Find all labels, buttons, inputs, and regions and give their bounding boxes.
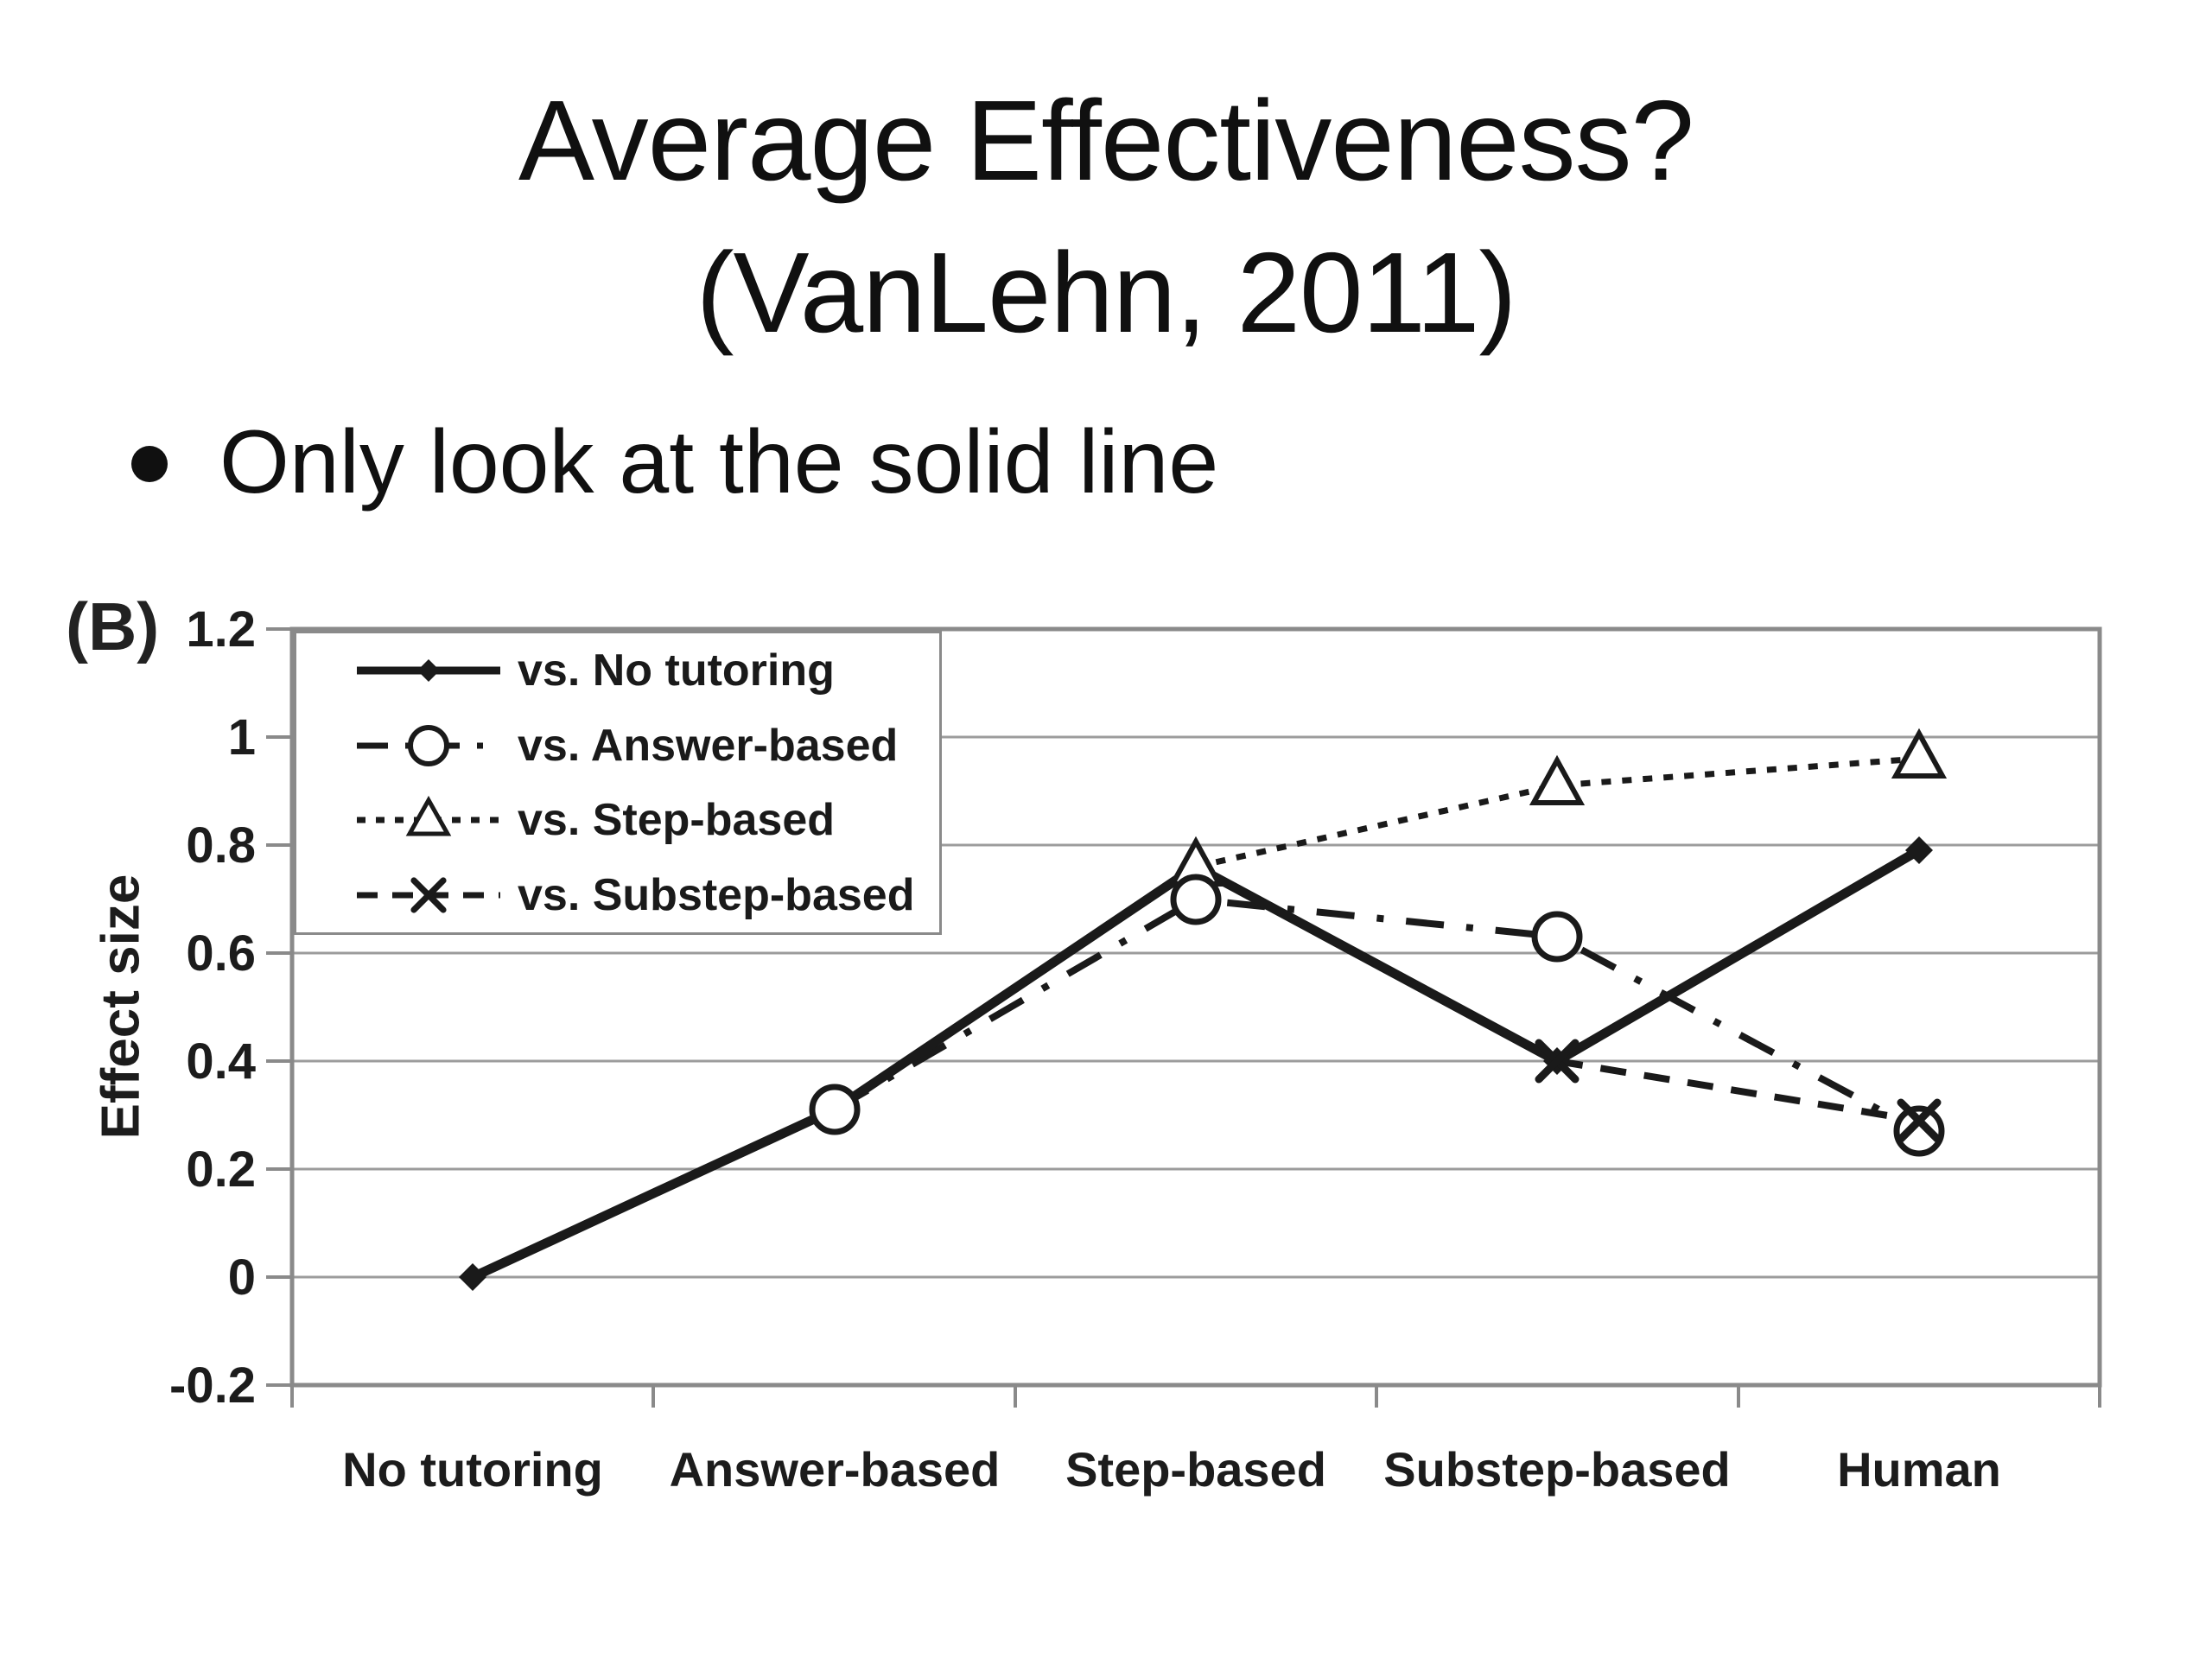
- legend-row-answer-based: vs. Answer-based: [355, 719, 939, 772]
- chart-legend: vs. No tutoring vs. Answer-based vs. Ste…: [294, 631, 942, 935]
- marker-x: [1897, 1098, 1942, 1143]
- marker-diamond: [1905, 836, 1933, 864]
- x-category-label: No tutoring: [342, 1442, 603, 1497]
- marker-triangle: [405, 796, 452, 836]
- x-category-label: Answer-based: [670, 1442, 1001, 1497]
- marker-x: [410, 877, 447, 913]
- legend-label-answer-based: vs. Answer-based: [518, 720, 899, 771]
- legend-sample-solid-line-icon: [357, 659, 500, 683]
- y-tick-label: 1: [228, 709, 256, 766]
- x-category-label: Substep-based: [1383, 1442, 1730, 1497]
- bullet-text: Only look at the solid line: [219, 412, 1219, 512]
- marker-circle: [1531, 911, 1583, 963]
- bullet-icon: [131, 446, 168, 482]
- y-tick-label: 1.2: [186, 601, 256, 658]
- y-tick-label: -0.2: [169, 1357, 256, 1414]
- marker-circle: [1170, 874, 1222, 925]
- x-category-label: Human: [1837, 1442, 2001, 1497]
- y-tick-label: 0: [228, 1249, 256, 1306]
- legend-label-substep-based: vs. Substep-based: [518, 869, 915, 920]
- legend-label-no-tutoring: vs. No tutoring: [518, 645, 835, 696]
- marker-diamond: [459, 1263, 486, 1291]
- slide-title: Average Effectiveness? (VanLehn, 2011): [0, 65, 2212, 369]
- y-tick-label: 0.4: [186, 1033, 256, 1090]
- y-tick-label: 0.6: [186, 925, 256, 982]
- plot-border: [289, 626, 2102, 1388]
- y-tick-label: 0.2: [186, 1141, 256, 1198]
- marker-triangle: [1529, 754, 1586, 805]
- legend-label-step-based: vs. Step-based: [518, 795, 836, 846]
- legend-row-step-based: vs. Step-based: [355, 793, 939, 847]
- y-tick-label: 0.8: [186, 817, 256, 874]
- legend-row-substep-based: vs. Substep-based: [355, 868, 939, 922]
- marker-diamond: [417, 659, 440, 683]
- marker-circle: [1893, 1105, 1945, 1157]
- bullet-item: Only look at the solid line: [131, 397, 1218, 527]
- series-line-dashed: [1556, 1058, 1920, 1124]
- series-line-dashdot: [832, 895, 1921, 1135]
- legend-sample-x-line-icon: [357, 877, 500, 913]
- marker-circle: [408, 724, 449, 766]
- panel-label: (B): [66, 588, 160, 664]
- marker-triangle: [1891, 728, 1948, 779]
- marker-circle: [809, 1084, 861, 1135]
- title-line-2: (VanLehn, 2011): [696, 229, 1517, 356]
- marker-x: [1535, 1039, 1580, 1084]
- legend-row-no-tutoring: vs. No tutoring: [355, 644, 939, 697]
- legend-sample-circle-line-icon: [357, 724, 500, 766]
- legend-sample-triangle-line-icon: [357, 796, 500, 836]
- title-line-1: Average Effectiveness?: [518, 77, 1694, 204]
- x-category-label: Step-based: [1065, 1442, 1326, 1497]
